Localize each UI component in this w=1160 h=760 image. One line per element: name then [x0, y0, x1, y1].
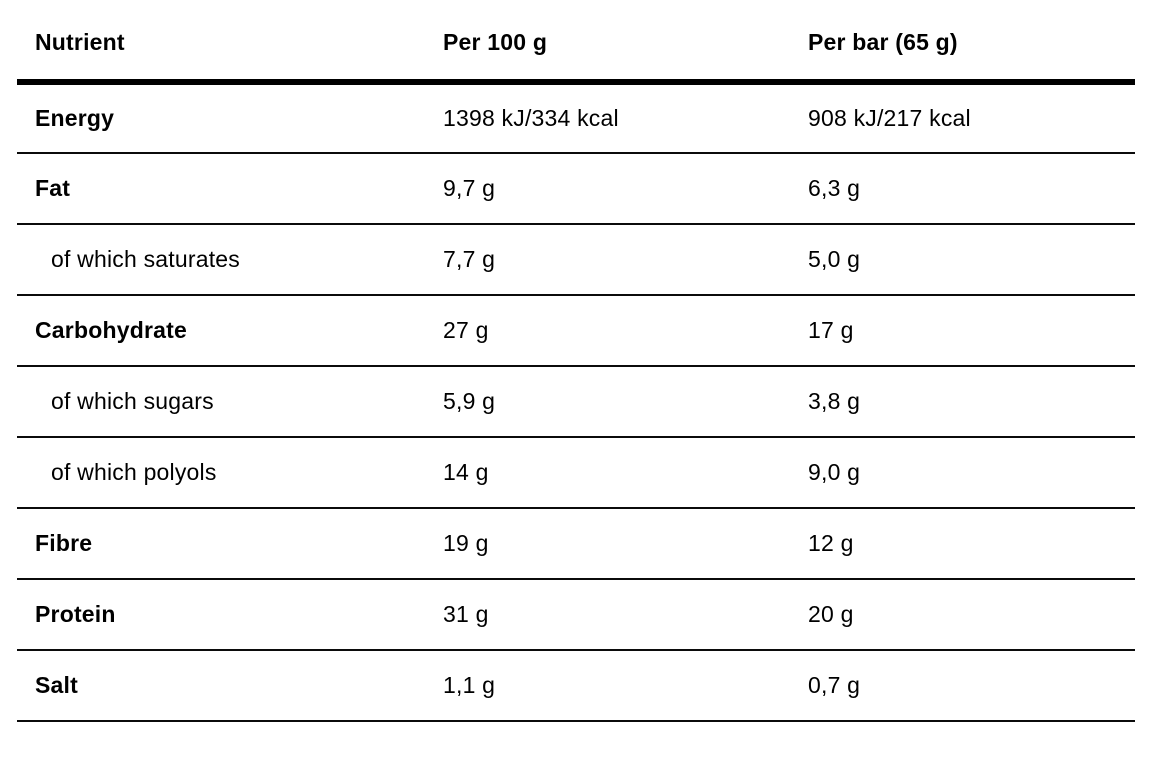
table-row: Fat 9,7 g 6,3 g — [17, 153, 1135, 224]
per-bar-value: 20 g — [808, 601, 854, 627]
table-body: Energy 1398 kJ/334 kcal 908 kJ/217 kcal … — [17, 82, 1135, 721]
nutrient-label: of which sugars — [51, 388, 214, 414]
per-bar-value: 5,0 g — [808, 246, 861, 272]
nutrient-label: Energy — [35, 105, 115, 131]
table-row: Salt 1,1 g 0,7 g — [17, 650, 1135, 721]
nutrient-label: Fibre — [35, 530, 93, 556]
header-row: Nutrient Per 100 g Per bar (65 g) — [17, 6, 1135, 85]
column-header-per-bar: Per bar (65 g) — [808, 6, 1135, 85]
per-100g-value: 31 g — [443, 601, 489, 627]
per-bar-value: 6,3 g — [808, 175, 861, 201]
per-bar-value: 9,0 g — [808, 459, 861, 485]
nutrient-label: of which polyols — [51, 459, 217, 485]
table-row: Fibre 19 g 12 g — [17, 508, 1135, 579]
table-row: Carbohydrate 27 g 17 g — [17, 295, 1135, 366]
per-100g-value: 1,1 g — [443, 672, 496, 698]
per-100g-value: 5,9 g — [443, 388, 496, 414]
per-bar-value: 3,8 g — [808, 388, 861, 414]
per-bar-value: 12 g — [808, 530, 854, 556]
per-100g-value: 14 g — [443, 459, 489, 485]
nutrient-label: Carbohydrate — [35, 317, 187, 343]
column-header-per-100g: Per 100 g — [443, 6, 808, 85]
per-bar-value: 0,7 g — [808, 672, 861, 698]
table-row: Protein 31 g 20 g — [17, 579, 1135, 650]
per-100g-value: 1398 kJ/334 kcal — [443, 105, 619, 131]
nutrition-table-container: Nutrient Per 100 g Per bar (65 g) Energy… — [17, 6, 1135, 722]
nutrient-label: Fat — [35, 175, 71, 201]
per-bar-value: 17 g — [808, 317, 854, 343]
table-row: Energy 1398 kJ/334 kcal 908 kJ/217 kcal — [17, 82, 1135, 153]
table-row: of which sugars 5,9 g 3,8 g — [17, 366, 1135, 437]
nutrient-label: Protein — [35, 601, 116, 627]
nutrient-label: Salt — [35, 672, 78, 698]
nutrient-label: of which saturates — [51, 246, 240, 272]
per-100g-value: 9,7 g — [443, 175, 496, 201]
table-row: of which saturates 7,7 g 5,0 g — [17, 224, 1135, 295]
table-row: of which polyols 14 g 9,0 g — [17, 437, 1135, 508]
per-bar-value: 908 kJ/217 kcal — [808, 105, 971, 131]
per-100g-value: 27 g — [443, 317, 489, 343]
per-100g-value: 7,7 g — [443, 246, 496, 272]
nutrition-table: Nutrient Per 100 g Per bar (65 g) Energy… — [17, 6, 1135, 722]
per-100g-value: 19 g — [443, 530, 489, 556]
column-header-nutrient: Nutrient — [17, 6, 443, 85]
